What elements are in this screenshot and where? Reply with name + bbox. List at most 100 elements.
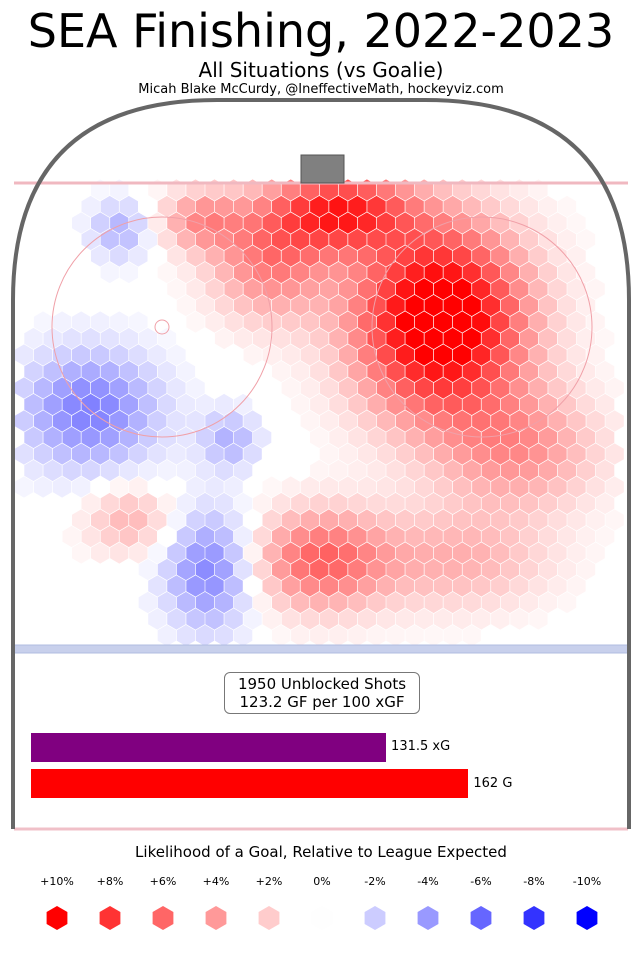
heat-hex	[310, 558, 329, 581]
legend-label: 0%	[313, 875, 331, 888]
heat-hex	[205, 608, 224, 630]
heat-hex	[319, 377, 338, 399]
heat-hex	[62, 525, 81, 548]
heat-hex	[233, 393, 253, 416]
heat-hex	[453, 377, 472, 399]
legend-title: Likelihood of a Goal, Relative to League…	[135, 843, 507, 861]
legend-swatch	[99, 906, 121, 930]
heat-hex	[310, 492, 329, 515]
heat-hex	[100, 426, 119, 449]
heat-hex	[424, 360, 443, 383]
heat-hex	[214, 426, 234, 449]
heat-hex	[576, 360, 596, 383]
heat-hex	[376, 245, 396, 267]
heat-hex	[605, 476, 624, 498]
heat-hex	[186, 608, 205, 630]
heat-hex	[586, 410, 605, 432]
heat-hex	[272, 558, 291, 581]
legend-label: +2%	[255, 875, 283, 888]
heat-hex	[214, 492, 234, 515]
heat-hex	[167, 443, 186, 465]
heat-hex	[472, 245, 491, 267]
heat-hex	[310, 195, 329, 218]
heat-hex	[567, 377, 586, 399]
heat-hex	[395, 575, 415, 597]
heat-hex	[243, 443, 262, 465]
heat-hex	[386, 426, 405, 449]
heat-hex	[100, 459, 119, 482]
heat-hex	[167, 344, 186, 366]
heat-hex	[548, 575, 567, 597]
heat-hex	[510, 575, 529, 597]
heat-hex	[576, 426, 596, 449]
heat-hex	[110, 476, 129, 498]
goals-bar-label: 162 G	[473, 776, 513, 791]
heat-hex	[100, 327, 119, 350]
heat-hex	[157, 261, 177, 284]
heat-hex	[119, 261, 138, 284]
heat-hex	[243, 179, 262, 201]
legend-swatch	[470, 906, 492, 930]
heat-hex	[424, 393, 443, 416]
heat-hex	[481, 459, 500, 482]
heat-hex	[376, 542, 396, 564]
heat-hex	[462, 327, 481, 350]
heat-hex	[376, 344, 396, 366]
heat-hex	[567, 311, 586, 333]
heat-hex	[157, 459, 177, 482]
heat-hex	[557, 558, 577, 581]
heat-hex	[129, 443, 148, 465]
heat-hex	[205, 278, 224, 300]
heat-hex	[233, 624, 253, 647]
heat-hex	[395, 212, 415, 234]
heat-hex	[205, 245, 224, 267]
heat-hex	[491, 278, 510, 300]
heat-hex	[567, 509, 586, 531]
heat-hex	[367, 195, 386, 218]
heat-hex	[414, 476, 434, 498]
heat-hex	[310, 525, 329, 548]
heat-hex	[262, 212, 281, 234]
heat-hex	[329, 525, 348, 548]
heat-hex	[386, 624, 405, 647]
heat-hex	[491, 212, 510, 234]
heat-hex	[453, 245, 472, 267]
heat-hex	[33, 377, 53, 399]
heat-hex	[129, 410, 148, 432]
heat-hex	[138, 591, 157, 614]
heat-hex	[519, 426, 539, 449]
heat-hex	[148, 509, 167, 531]
heat-hex	[367, 492, 386, 515]
heat-hex	[157, 624, 177, 647]
heat-hex	[43, 393, 62, 416]
heat-hex	[357, 245, 377, 267]
heat-hex	[214, 393, 234, 416]
heat-hex	[567, 245, 586, 267]
heat-hex	[52, 311, 72, 333]
heat-hex	[348, 228, 367, 251]
goals-bar	[31, 769, 469, 798]
heat-hex	[224, 443, 243, 465]
heat-hex	[52, 476, 72, 498]
heat-hex	[567, 575, 586, 597]
heat-hex	[33, 443, 53, 465]
heat-hex	[233, 327, 253, 350]
heat-hex	[529, 575, 548, 597]
heat-hex	[586, 443, 605, 465]
heat-hex	[291, 525, 310, 548]
heat-hex	[195, 558, 215, 581]
heat-hex	[129, 311, 148, 333]
heat-hex	[43, 426, 62, 449]
faceoff-circle-left	[51, 216, 273, 438]
heat-hex	[557, 261, 577, 284]
heat-hex	[386, 195, 405, 218]
faceoff-circle-right	[371, 216, 593, 438]
heat-hex	[205, 542, 224, 564]
heat-hex	[62, 426, 81, 449]
heat-hex	[329, 393, 348, 416]
heat-hex	[348, 195, 367, 218]
heat-hex	[586, 377, 605, 399]
heat-hex	[395, 377, 415, 399]
heat-hex	[195, 426, 215, 449]
heat-hex	[233, 591, 253, 614]
